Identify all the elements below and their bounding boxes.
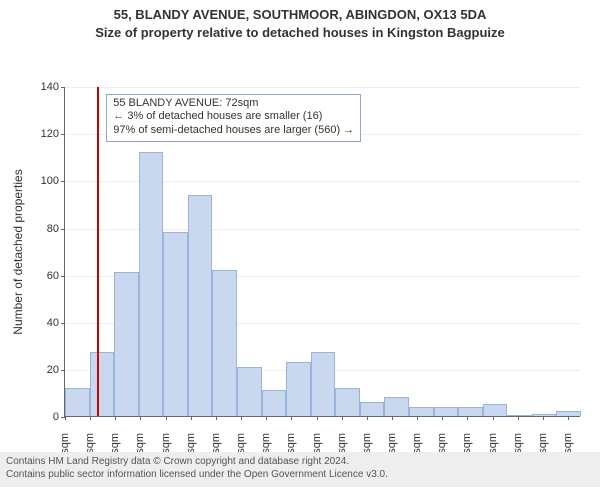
property-marker-line (97, 87, 99, 416)
y-axis-title: Number of detached properties (11, 169, 25, 334)
callout-line: 97% of semi-detached houses are larger (… (113, 124, 354, 138)
histogram-bar (286, 362, 311, 416)
title-block: 55, BLANDY AVENUE, SOUTHMOOR, ABINGDON, … (0, 0, 600, 41)
gridline (65, 87, 580, 88)
histogram-bar (139, 152, 164, 416)
y-tick-label: 40 (47, 317, 65, 329)
histogram-bar (114, 272, 139, 416)
histogram-bar (262, 390, 287, 416)
attribution-footer: Contains HM Land Registry data © Crown c… (0, 452, 600, 487)
callout-box: 55 BLANDY AVENUE: 72sqm← 3% of detached … (106, 94, 361, 142)
histogram-bar (409, 407, 434, 416)
histogram-bar (163, 232, 188, 416)
histogram-bar (483, 404, 508, 416)
y-tick-label: 0 (53, 411, 65, 423)
y-tick-label: 100 (41, 175, 65, 187)
y-tick-label: 80 (47, 223, 65, 235)
plot-area: 02040608010012014050sqm67sqm85sqm102sqm1… (64, 87, 580, 417)
footer-line-1: Contains HM Land Registry data © Crown c… (6, 456, 349, 467)
histogram-bar (188, 195, 213, 417)
histogram-bar (311, 352, 336, 416)
footer-line-2: Contains public sector information licen… (6, 469, 388, 480)
histogram-chart: Number of detached properties 0204060801… (0, 41, 600, 487)
callout-line: ← 3% of detached houses are smaller (16) (113, 110, 354, 124)
histogram-bar (434, 407, 459, 416)
histogram-bar (90, 352, 115, 416)
histogram-bar (507, 415, 532, 416)
title-line-1: 55, BLANDY AVENUE, SOUTHMOOR, ABINGDON, … (0, 6, 600, 24)
histogram-bar (335, 388, 360, 416)
title-line-2: Size of property relative to detached ho… (0, 24, 600, 42)
histogram-bar (212, 270, 237, 416)
histogram-bar (532, 414, 557, 416)
callout-line: 55 BLANDY AVENUE: 72sqm (113, 97, 354, 111)
histogram-bar (360, 402, 385, 416)
y-tick-label: 120 (41, 128, 65, 140)
histogram-bar (237, 367, 262, 417)
y-tick-label: 60 (47, 270, 65, 282)
histogram-bar (384, 397, 409, 416)
histogram-bar (556, 411, 581, 416)
histogram-bar (458, 407, 483, 416)
y-tick-label: 140 (41, 81, 65, 93)
y-tick-label: 20 (47, 364, 65, 376)
histogram-bar (65, 388, 90, 416)
